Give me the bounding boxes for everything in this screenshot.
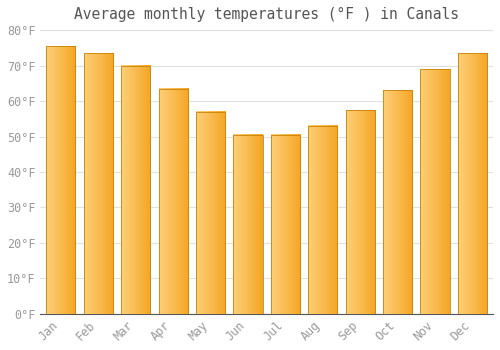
Bar xyxy=(234,135,262,314)
Bar xyxy=(46,46,76,314)
Bar xyxy=(458,53,487,314)
Bar xyxy=(420,69,450,314)
Bar xyxy=(196,112,225,314)
Bar xyxy=(308,126,338,314)
Bar xyxy=(346,110,375,314)
Bar xyxy=(383,90,412,314)
Bar xyxy=(84,53,113,314)
Bar xyxy=(121,65,150,314)
Bar xyxy=(158,89,188,314)
Title: Average monthly temperatures (°F ) in Canals: Average monthly temperatures (°F ) in Ca… xyxy=(74,7,459,22)
Bar xyxy=(271,135,300,314)
